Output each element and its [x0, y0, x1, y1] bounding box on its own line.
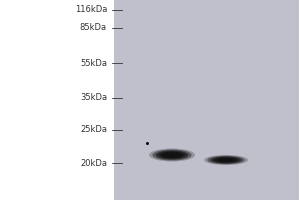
Ellipse shape — [211, 156, 242, 164]
Ellipse shape — [204, 155, 248, 165]
Text: 116kDa: 116kDa — [75, 5, 107, 15]
Ellipse shape — [159, 151, 185, 159]
Text: 25kDa: 25kDa — [80, 126, 107, 134]
Text: 20kDa: 20kDa — [80, 158, 107, 168]
Ellipse shape — [207, 156, 245, 164]
Ellipse shape — [163, 152, 181, 158]
Ellipse shape — [217, 158, 235, 162]
Text: 35kDa: 35kDa — [80, 94, 107, 102]
Ellipse shape — [149, 148, 195, 162]
Text: 55kDa: 55kDa — [80, 58, 107, 68]
Ellipse shape — [156, 150, 188, 160]
Bar — [114, 0, 299, 200]
Text: 85kDa: 85kDa — [80, 23, 107, 32]
Ellipse shape — [152, 149, 192, 161]
Ellipse shape — [214, 157, 238, 163]
